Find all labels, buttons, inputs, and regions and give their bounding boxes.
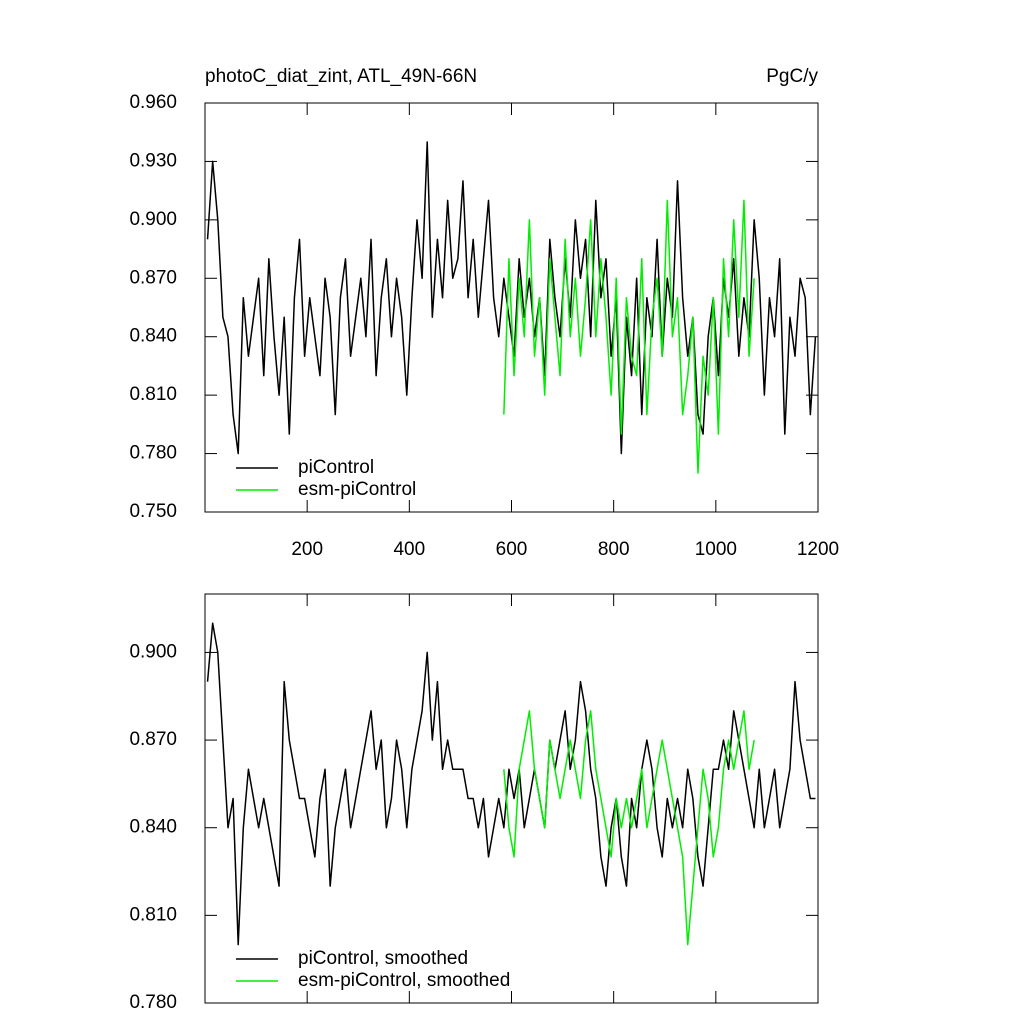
x-tick-label: 200 bbox=[291, 539, 323, 560]
series-line bbox=[503, 710, 755, 946]
y-tick-label: 0.780 bbox=[129, 992, 177, 1013]
y-tick-label: 0.930 bbox=[129, 150, 177, 171]
units-label: PgC/y bbox=[766, 66, 818, 87]
y-tick-label: 0.870 bbox=[129, 267, 177, 288]
y-tick-label: 0.840 bbox=[129, 326, 177, 347]
y-tick-label: 0.810 bbox=[129, 904, 177, 925]
y-tick-label: 0.780 bbox=[129, 443, 177, 464]
x-tick-label: 600 bbox=[496, 539, 528, 560]
y-tick-label: 0.810 bbox=[129, 384, 177, 405]
legend-label: esm-piControl bbox=[298, 479, 416, 500]
x-tick-label: 800 bbox=[598, 539, 630, 560]
legend-label: piControl bbox=[298, 457, 374, 478]
y-tick-label: 0.870 bbox=[129, 729, 177, 750]
series-line bbox=[206, 141, 817, 455]
x-tick-label: 1200 bbox=[797, 539, 839, 560]
x-tick-label: 1000 bbox=[695, 539, 737, 560]
legend-label: esm-piControl, smoothed bbox=[298, 970, 510, 991]
y-tick-label: 0.960 bbox=[129, 92, 177, 113]
plot-frame bbox=[204, 593, 819, 1004]
series-line bbox=[206, 622, 816, 946]
x-tick-label: 400 bbox=[393, 539, 425, 560]
legend-label: piControl, smoothed bbox=[298, 948, 468, 969]
y-tick-label: 0.900 bbox=[129, 209, 177, 230]
y-tick-label: 0.840 bbox=[129, 817, 177, 838]
series-line bbox=[503, 199, 755, 474]
y-tick-label: 0.750 bbox=[129, 501, 177, 522]
chart-title: photoC_diat_zint, ATL_49N-66N bbox=[205, 66, 477, 87]
y-tick-label: 0.900 bbox=[129, 641, 177, 662]
